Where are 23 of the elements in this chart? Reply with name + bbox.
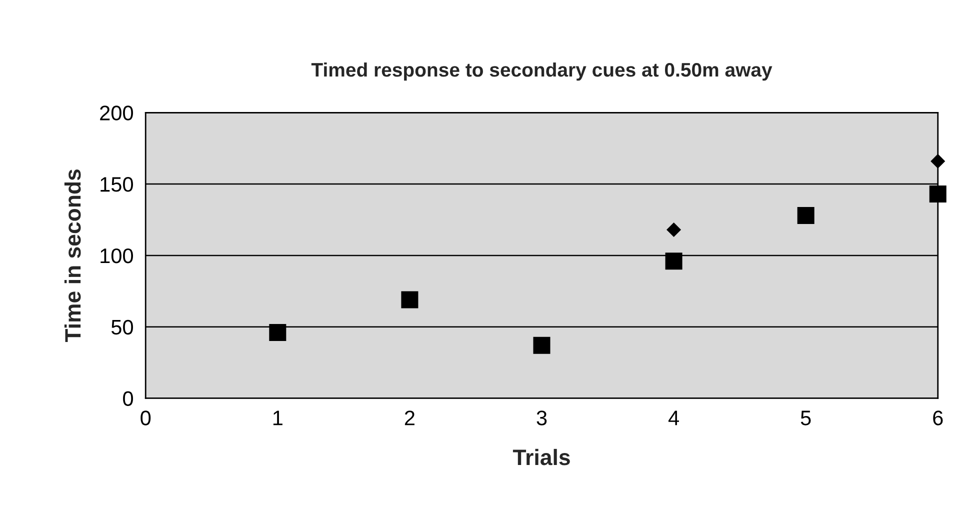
point <box>665 252 682 270</box>
point <box>269 324 286 342</box>
point <box>930 154 946 168</box>
x-tick-label: 2 <box>404 410 414 426</box>
x-tick-label: 5 <box>800 410 811 426</box>
point <box>929 186 946 203</box>
y-tick-label: 150 <box>100 177 133 192</box>
point <box>666 222 682 238</box>
y-tick-label: 50 <box>111 320 133 335</box>
chart-title: Timed response to secondary cues at 0.50m away <box>311 62 772 81</box>
y-tick-label: 100 <box>100 248 133 264</box>
y-tick-label: 200 <box>100 106 133 120</box>
point <box>797 206 814 224</box>
x-tick-label: 1 <box>273 410 282 426</box>
x-tick-label: 3 <box>536 410 547 426</box>
point <box>533 336 550 354</box>
y-tick-label: 0 <box>123 391 133 406</box>
x-tick-label: 0 <box>140 410 151 426</box>
x-tick-label: 6 <box>933 410 943 426</box>
x-tick-label: 4 <box>668 410 679 426</box>
y-axis-title: Time in seconds <box>64 169 81 342</box>
x-axis-title: Trials <box>512 448 570 466</box>
point <box>401 291 418 308</box>
